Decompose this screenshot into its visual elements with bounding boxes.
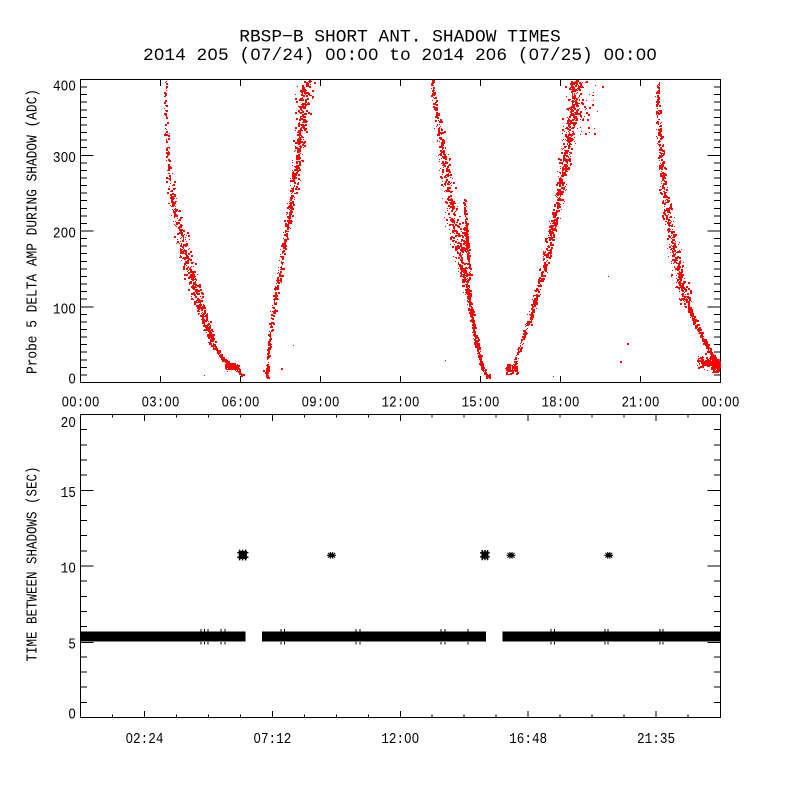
svg-text:TIME BETWEEN SHADOWS (SEC): TIME BETWEEN SHADOWS (SEC)	[25, 467, 42, 662]
svg-text:12:00: 12:00	[381, 731, 419, 748]
svg-text:RBSP−B SHORT ANT. SHADOW TIMES: RBSP−B SHORT ANT. SHADOW TIMES	[239, 28, 561, 48]
svg-text:02:24: 02:24	[125, 731, 163, 748]
svg-text:16:48: 16:48	[509, 731, 547, 748]
svg-text:12:00: 12:00	[382, 395, 420, 412]
svg-text:21:35: 21:35	[637, 731, 675, 748]
svg-text:Probe 5 DELTA AMP DURING SHADO: Probe 5 DELTA AMP DURING SHADOW (ADC)	[25, 89, 42, 374]
svg-text:5: 5	[68, 636, 76, 653]
svg-text:09:00: 09:00	[302, 395, 340, 412]
svg-text:21:00: 21:00	[622, 395, 660, 412]
svg-text:15:00: 15:00	[462, 395, 500, 412]
svg-text:00:00: 00:00	[702, 395, 740, 412]
svg-text:15: 15	[61, 485, 76, 502]
svg-text:2014 205 (07/24) 00:00 to 2014: 2014 205 (07/24) 00:00 to 2014 206 (07/2…	[143, 46, 657, 66]
svg-text:00:00: 00:00	[62, 395, 100, 412]
svg-text:10: 10	[61, 561, 76, 578]
svg-text:03:00: 03:00	[142, 395, 180, 412]
svg-text:20: 20	[61, 415, 76, 432]
svg-text:18:00: 18:00	[542, 395, 580, 412]
svg-text:07:12: 07:12	[253, 731, 291, 748]
svg-text:06:00: 06:00	[222, 395, 260, 412]
